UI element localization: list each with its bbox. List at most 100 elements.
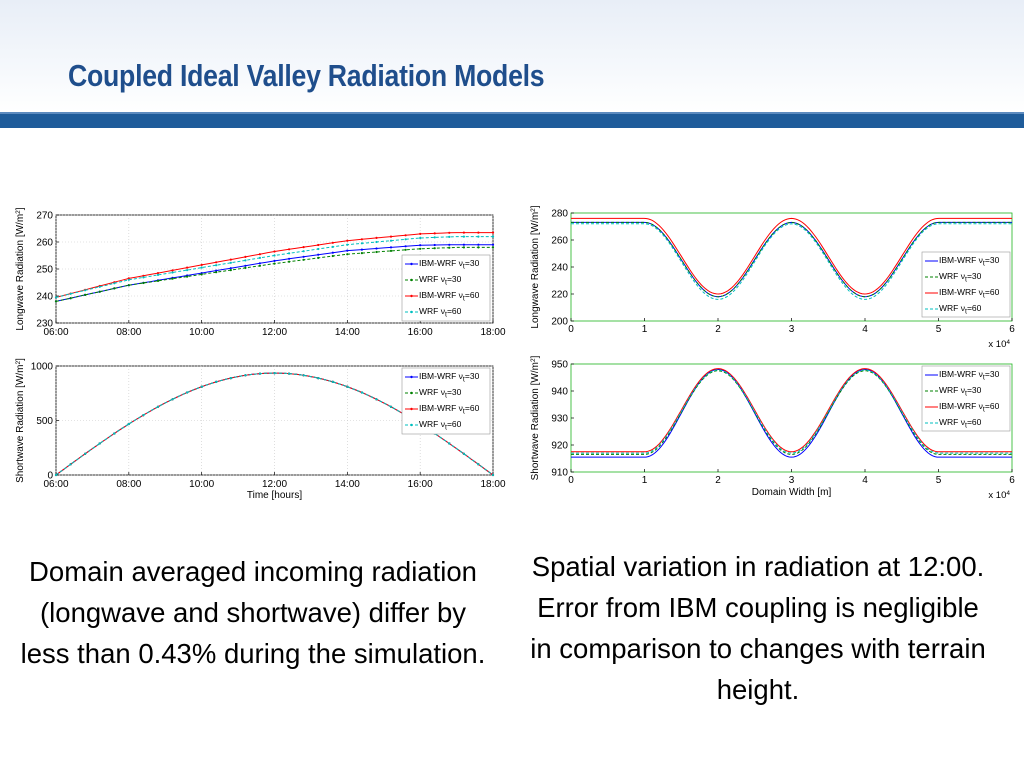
y-axis-label: Shortwave Radiation [W/m2] <box>530 355 542 480</box>
series-marker <box>419 236 422 240</box>
series-marker <box>215 380 218 383</box>
y-tick-label: 1000 <box>31 362 54 373</box>
series-marker <box>186 266 189 269</box>
series-marker <box>273 250 276 253</box>
y-tick-label: 260 <box>551 236 568 247</box>
series-marker <box>54 296 58 299</box>
series-marker <box>98 285 101 288</box>
series-marker <box>84 293 87 296</box>
series-marker <box>491 473 495 477</box>
series-marker <box>448 246 451 249</box>
series-marker <box>346 253 349 256</box>
series-marker <box>302 246 305 249</box>
series-marker <box>258 256 261 259</box>
x-tick-label: 14:00 <box>335 479 360 490</box>
x-tick-label: 08:00 <box>116 479 141 490</box>
series-marker <box>360 248 363 251</box>
series-line <box>571 368 1012 453</box>
y-axis-label-exponent: 2 <box>530 208 537 212</box>
series-marker <box>404 245 407 248</box>
series-marker <box>273 372 276 375</box>
y-tick-label: 0 <box>47 471 53 482</box>
legend-label: WRF νt=30 <box>419 274 462 287</box>
y-axis-label-end: ] <box>530 205 541 208</box>
y-tick-label: 250 <box>36 265 53 276</box>
x-tick-label: 4 <box>862 475 868 486</box>
series-marker <box>317 377 320 380</box>
series-marker <box>419 244 422 247</box>
x-axis-label: Time [hours] <box>247 490 302 501</box>
x-tick-label: 5 <box>936 324 942 335</box>
series-marker <box>142 274 145 277</box>
series-marker <box>273 254 276 257</box>
series-marker <box>302 374 305 377</box>
series-marker <box>491 243 495 246</box>
legend-label: IBM-WRF νt=60 <box>939 287 1000 300</box>
series-marker <box>462 243 465 246</box>
series-marker <box>215 269 218 272</box>
series-marker <box>288 257 291 260</box>
series-marker <box>404 238 407 241</box>
legend-marker <box>410 407 413 411</box>
legend-entry: IBM-WRF νt=60 <box>419 403 480 416</box>
series-marker <box>360 391 363 394</box>
series-marker <box>288 248 291 251</box>
legend-marker <box>410 294 413 298</box>
series-marker <box>215 271 218 274</box>
series-marker <box>171 277 174 280</box>
legend-label: WRF νt=60 <box>939 303 982 316</box>
series-marker <box>171 398 174 401</box>
legend-entry: IBM-WRF νt=60 <box>939 401 999 414</box>
series-marker <box>186 275 189 278</box>
series-marker <box>113 282 116 285</box>
y-axis-label-end: ] <box>15 358 26 361</box>
series-marker <box>98 442 101 445</box>
series-marker <box>69 463 72 466</box>
x-tick-label: 10:00 <box>189 327 214 338</box>
series-marker <box>448 231 451 234</box>
series-marker <box>142 276 145 279</box>
chart-shortwave_time: 0 500 1000 06:00 08:00 10:00 12:00 14:00 16:00 18… <box>15 358 506 501</box>
y-axis-label: Shortwave Radiation [W/m2] <box>15 358 27 483</box>
legend-entry: WRF νt=60 <box>419 419 461 432</box>
x-tick-label: 06:00 <box>43 479 68 490</box>
y-tick-label: 930 <box>551 414 568 425</box>
series-marker <box>448 235 451 238</box>
legend-entry: WRF νt=30 <box>939 385 981 398</box>
series-marker <box>215 264 218 267</box>
series-marker <box>419 247 422 250</box>
series-marker <box>477 246 480 249</box>
series-marker <box>302 250 305 253</box>
series-marker <box>360 242 363 245</box>
series-marker <box>84 452 87 455</box>
series-marker <box>331 380 334 383</box>
y-tick-label: 240 <box>36 292 53 303</box>
series-marker <box>346 239 349 242</box>
series-marker <box>156 273 160 276</box>
series-marker <box>98 290 101 293</box>
legend-entry: WRF νt=30 <box>939 271 981 284</box>
y-axis-label: Longwave Radiation [W/m2] <box>530 205 542 328</box>
series-marker <box>186 391 189 394</box>
series-marker <box>258 264 261 267</box>
x-tick-label: 6 <box>1009 324 1015 335</box>
series-marker <box>127 278 130 281</box>
series-marker <box>229 258 232 261</box>
y-tick-label: 910 <box>551 468 568 479</box>
legend-label: IBM-WRF νt=60 <box>419 403 480 416</box>
series-marker <box>375 250 378 254</box>
series-marker <box>171 269 174 272</box>
series-marker <box>288 260 291 263</box>
series-marker <box>69 292 72 295</box>
y-axis-label-end: ] <box>15 207 26 210</box>
legend-marker <box>410 262 413 266</box>
chart-longwave_space: 200 220 240 260 280 0 1 2 3 4 5 6 x 104 Longwave Radi… <box>530 205 1016 350</box>
y-tick-label: 280 <box>551 209 568 220</box>
legend-marker <box>410 391 413 395</box>
series-marker <box>462 235 465 238</box>
series-marker <box>448 243 451 246</box>
series-marker <box>317 247 320 251</box>
series-marker <box>433 243 436 247</box>
series-marker <box>69 297 72 300</box>
series-marker <box>360 238 363 241</box>
